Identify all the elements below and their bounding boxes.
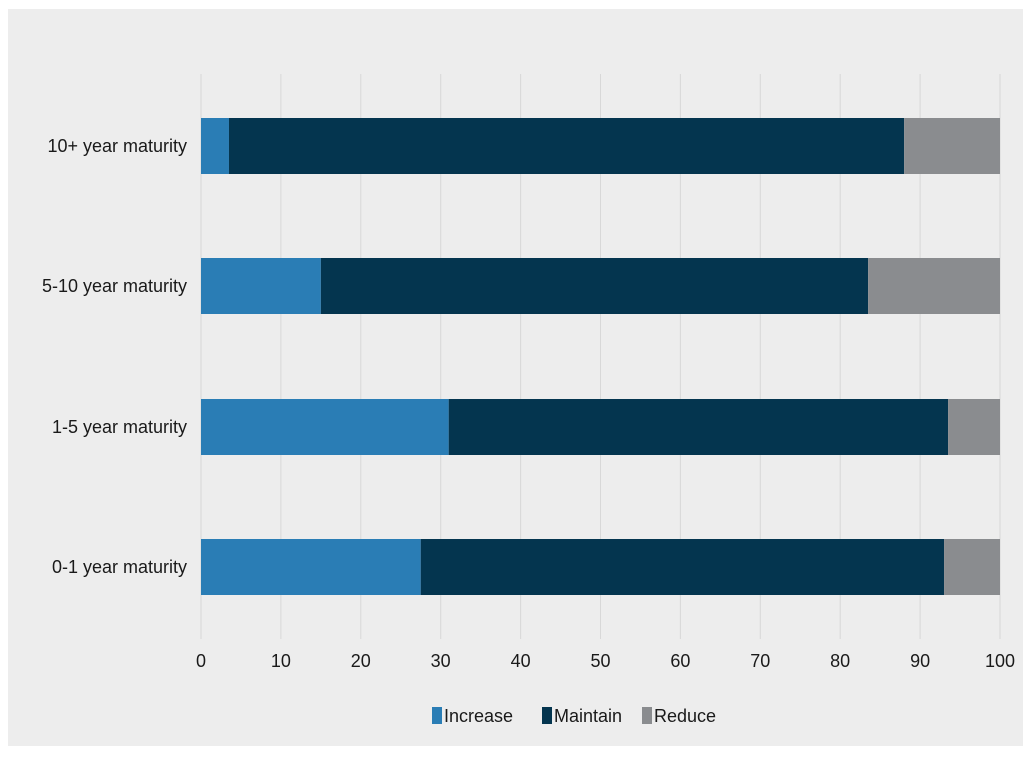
category-label: 10+ year maturity bbox=[47, 136, 187, 156]
bars bbox=[201, 118, 1000, 595]
legend-label-maintain: Maintain bbox=[554, 706, 622, 726]
x-tick-label: 30 bbox=[431, 651, 451, 671]
category-label: 5-10 year maturity bbox=[42, 276, 187, 296]
x-tick-label: 70 bbox=[750, 651, 770, 671]
x-tick-label: 80 bbox=[830, 651, 850, 671]
x-tick-label: 10 bbox=[271, 651, 291, 671]
bar-reduce-0 bbox=[904, 118, 1000, 174]
bar-maintain-2 bbox=[448, 399, 949, 455]
bar-reduce-3 bbox=[944, 539, 1000, 595]
bar-maintain-0 bbox=[228, 118, 905, 174]
x-tick-label: 40 bbox=[511, 651, 531, 671]
bar-increase-0 bbox=[201, 118, 229, 174]
category-label: 0-1 year maturity bbox=[52, 557, 187, 577]
x-tick-label: 100 bbox=[985, 651, 1015, 671]
chart-panel: 10+ year maturity 5-10 year maturity 1-5 y… bbox=[8, 9, 1023, 746]
bar-increase-1 bbox=[201, 258, 321, 314]
legend-label-increase: Increase bbox=[444, 706, 513, 726]
x-tick-label: 50 bbox=[590, 651, 610, 671]
stacked-bar-chart: 10+ year maturity 5-10 year maturity 1-5 y… bbox=[42, 74, 1015, 726]
legend-label-reduce: Reduce bbox=[654, 706, 716, 726]
x-tick-label: 90 bbox=[910, 651, 930, 671]
bar-maintain-3 bbox=[420, 539, 945, 595]
bar-increase-3 bbox=[201, 539, 421, 595]
category-label: 1-5 year maturity bbox=[52, 417, 187, 437]
x-tick-labels: 0 10 20 30 40 50 60 70 80 90 100 bbox=[196, 651, 1015, 671]
category-labels: 10+ year maturity 5-10 year maturity 1-5 y… bbox=[42, 136, 187, 577]
bar-increase-2 bbox=[201, 399, 449, 455]
bar-reduce-2 bbox=[948, 399, 1000, 455]
x-tick-label: 60 bbox=[670, 651, 690, 671]
legend-swatch-increase bbox=[432, 707, 442, 724]
bar-maintain-1 bbox=[320, 258, 869, 314]
x-tick-label: 0 bbox=[196, 651, 206, 671]
legend-swatch-maintain bbox=[542, 707, 552, 724]
x-tick-label: 20 bbox=[351, 651, 371, 671]
legend: Increase Maintain Reduce bbox=[432, 706, 716, 726]
legend-swatch-reduce bbox=[642, 707, 652, 724]
bar-reduce-1 bbox=[868, 258, 1000, 314]
